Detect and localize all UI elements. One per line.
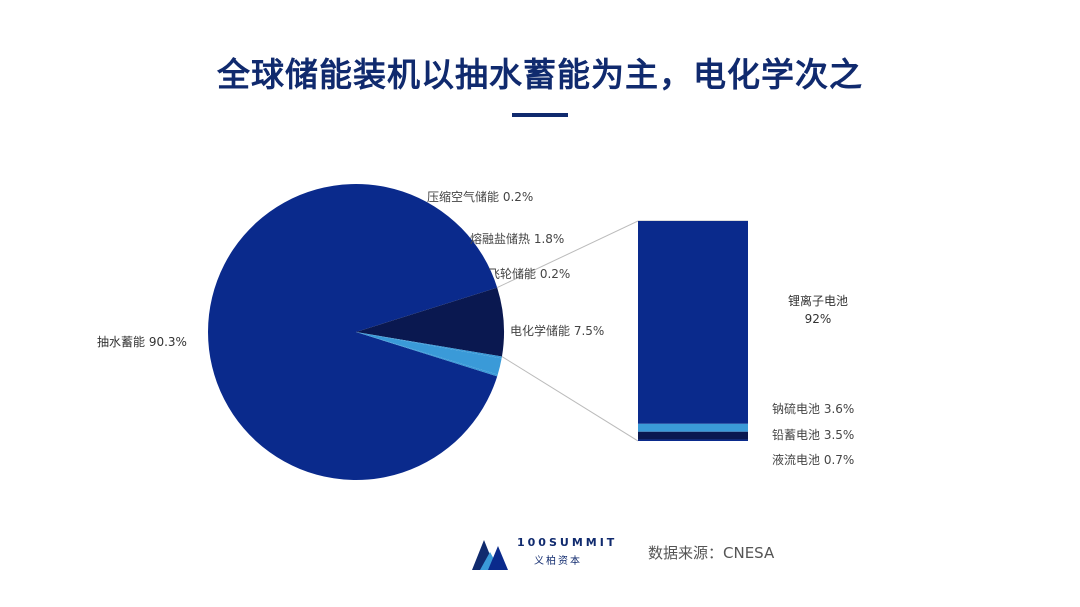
pie-chart <box>208 183 504 480</box>
pie-slice-1 <box>208 183 498 480</box>
stacked-bar-chart <box>638 221 748 441</box>
bar-segment-1 <box>638 221 748 424</box>
pie-slice-5 <box>356 332 498 377</box>
pie-label-3: 飞轮储能 0.2% <box>488 266 570 281</box>
logo-name: 100SUMMIT <box>517 536 618 549</box>
connector-bottom <box>501 356 639 442</box>
pie-slice-2 <box>356 287 504 357</box>
bar-label-1-name: 锂离子电池 <box>788 293 848 308</box>
bar-label-3: 铅蓄电池 3.5% <box>772 428 854 442</box>
bar-segment-2 <box>638 423 748 432</box>
chart-labels: 抽水蓄能 90.3% 电化学储能 7.5% 飞轮储能 0.2% 熔融盐储热 1.8% 压… <box>97 189 854 467</box>
logo-mountain-icon <box>472 540 508 570</box>
page-title: 全球储能装机以抽水蓄能为主，电化学次之 <box>217 55 863 94</box>
pie-label-2: 电化学储能 7.5% <box>510 323 604 338</box>
title-underline <box>512 113 568 117</box>
pie-slice-3 <box>356 332 502 359</box>
connector-top <box>496 220 639 289</box>
bar-label-1-value: 92% <box>805 312 832 326</box>
data-source: 数据来源：CNESA <box>648 544 775 562</box>
pie-slice-4 <box>356 332 502 375</box>
pie-label-1: 抽水蓄能 90.3% <box>97 335 187 349</box>
logo-subname: 义柏资本 <box>534 556 582 567</box>
bar-label-4: 液流电池 0.7% <box>772 452 854 467</box>
bar-segment-4 <box>638 439 748 441</box>
pie-label-4: 熔融盐储热 1.8% <box>470 231 564 246</box>
bar-label-2: 钠硫电池 3.6% <box>772 401 854 416</box>
bar-segment-3 <box>638 431 748 440</box>
pie-label-5: 压缩空气储能 0.2% <box>427 189 533 204</box>
